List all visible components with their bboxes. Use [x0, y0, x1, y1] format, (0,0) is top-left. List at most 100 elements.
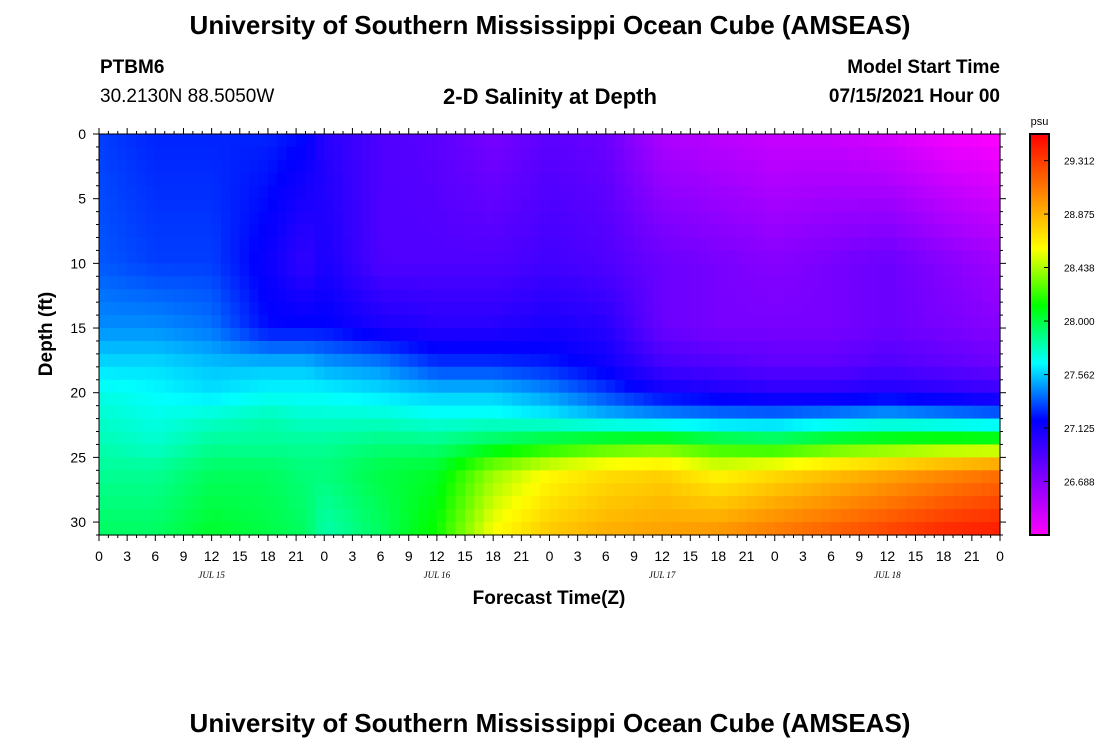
- heatmap-cell: [812, 302, 823, 316]
- heatmap-cell: [465, 289, 476, 303]
- heatmap-cell: [136, 405, 147, 420]
- heatmap-cell: [108, 522, 119, 536]
- heatmap-cell: [624, 483, 635, 497]
- heatmap-cell: [652, 522, 663, 536]
- heatmap-cell: [662, 224, 673, 239]
- heatmap-cell: [286, 457, 297, 471]
- heatmap-cell: [624, 134, 635, 148]
- heatmap-cell: [577, 237, 588, 252]
- heatmap-cell: [784, 289, 795, 303]
- heatmap-cell: [699, 276, 710, 290]
- heatmap-cell: [108, 353, 119, 368]
- heatmap-cell: [831, 483, 842, 497]
- heatmap-cell: [849, 366, 860, 381]
- heatmap-cell: [446, 457, 457, 471]
- heatmap-cell: [643, 315, 654, 329]
- heatmap-cell: [849, 444, 860, 458]
- heatmap-cell: [924, 444, 935, 458]
- heatmap-cell: [502, 172, 513, 187]
- heatmap-cell: [868, 263, 879, 277]
- heatmap-cell: [249, 276, 260, 290]
- heatmap-cell: [136, 366, 147, 381]
- heatmap-cell: [267, 444, 278, 458]
- heatmap-cell: [324, 470, 335, 484]
- heatmap-cell: [680, 328, 691, 342]
- heatmap-cell: [680, 457, 691, 471]
- heatmap-cell: [699, 392, 710, 407]
- heatmap-cell: [587, 509, 598, 523]
- heatmap-cell: [587, 457, 598, 471]
- heatmap-cell: [108, 405, 119, 420]
- heatmap-cell: [343, 276, 354, 290]
- heatmap-cell: [521, 379, 532, 394]
- heatmap-cell: [943, 418, 954, 433]
- heatmap-cell: [727, 185, 738, 200]
- heatmap-cell: [352, 211, 363, 226]
- heatmap-cell: [511, 211, 522, 226]
- heatmap-cell: [230, 185, 241, 200]
- heatmap-cell: [371, 263, 382, 277]
- heatmap-cell: [643, 211, 654, 226]
- heatmap-cell: [737, 340, 748, 355]
- heatmap-cell: [521, 340, 532, 355]
- heatmap-cell: [765, 224, 776, 239]
- heatmap-cell: [436, 289, 447, 303]
- heatmap-cell: [784, 483, 795, 497]
- heatmap-cell: [831, 315, 842, 329]
- heatmap-cell: [821, 302, 832, 316]
- heatmap-cell: [352, 315, 363, 329]
- heatmap-cell: [690, 444, 701, 458]
- heatmap-cell: [267, 328, 278, 342]
- heatmap-cell: [202, 509, 213, 523]
- heatmap-cell: [690, 224, 701, 239]
- heatmap-cell: [840, 315, 851, 329]
- heatmap-cell: [267, 470, 278, 484]
- heatmap-cell: [943, 237, 954, 252]
- heatmap-cell: [877, 522, 888, 536]
- heatmap-cell: [530, 405, 541, 420]
- heatmap-cell: [493, 302, 504, 316]
- heatmap-cell: [633, 159, 644, 174]
- heatmap-cell: [267, 276, 278, 290]
- heatmap-cell: [511, 224, 522, 239]
- heatmap-cell: [549, 457, 560, 471]
- heatmap-cell: [361, 315, 372, 329]
- heatmap-cell: [540, 302, 551, 316]
- heatmap-cell: [408, 289, 419, 303]
- heatmap-cell: [924, 185, 935, 200]
- heatmap-cell: [502, 340, 513, 355]
- heatmap-cell: [483, 392, 494, 407]
- heatmap-cell: [418, 134, 429, 148]
- heatmap-cell: [727, 366, 738, 381]
- heatmap-cell: [971, 250, 982, 264]
- heatmap-cell: [483, 172, 494, 187]
- heatmap-cell: [221, 522, 231, 536]
- heatmap-cell: [680, 250, 691, 264]
- footer-title: University of Southern Mississippi Ocean…: [189, 708, 911, 738]
- heatmap-cell: [746, 315, 757, 329]
- heatmap-cell: [174, 237, 185, 252]
- heatmap-cell: [493, 328, 504, 342]
- heatmap-cell: [784, 392, 795, 407]
- heatmap-cell: [953, 496, 964, 510]
- heatmap-cell: [981, 444, 992, 458]
- heatmap-cell: [877, 496, 888, 510]
- heatmap-cell: [333, 353, 344, 368]
- heatmap-cell: [709, 340, 720, 355]
- heatmap-cell: [155, 392, 166, 407]
- heatmap-cell: [577, 224, 588, 239]
- axes: 0 3 6 9 12 15 18 21 0 3 6 9 12 15 18 21 0 3 6 9 12 15 18 21 0 3 6 9…: [70, 126, 1006, 580]
- x-tick-label: 3: [349, 548, 357, 564]
- heatmap-cell: [662, 418, 673, 433]
- heatmap-cell: [774, 496, 785, 510]
- heatmap-cell: [502, 263, 513, 277]
- heatmap-cell: [455, 237, 466, 252]
- heatmap-cell: [324, 250, 335, 264]
- heatmap-cell: [427, 392, 438, 407]
- heatmap-cell: [784, 146, 795, 161]
- heatmap-cell: [934, 444, 945, 458]
- heatmap-cell: [605, 198, 616, 213]
- heatmap-cell: [352, 431, 363, 446]
- heatmap-cell: [296, 392, 307, 407]
- heatmap-cell: [465, 483, 476, 497]
